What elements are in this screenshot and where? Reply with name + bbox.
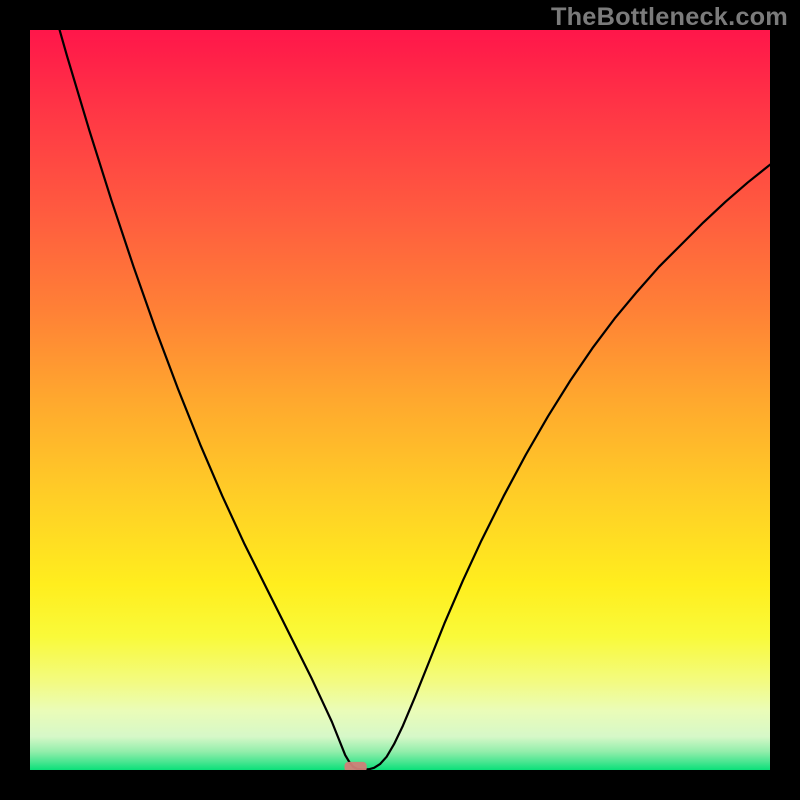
plot-area (30, 30, 770, 770)
gradient-background (30, 30, 770, 770)
watermark-text: TheBottleneck.com (551, 3, 788, 32)
optimal-point-marker (345, 762, 367, 770)
figure-frame: TheBottleneck.com (0, 0, 800, 800)
chart-svg (30, 30, 770, 770)
